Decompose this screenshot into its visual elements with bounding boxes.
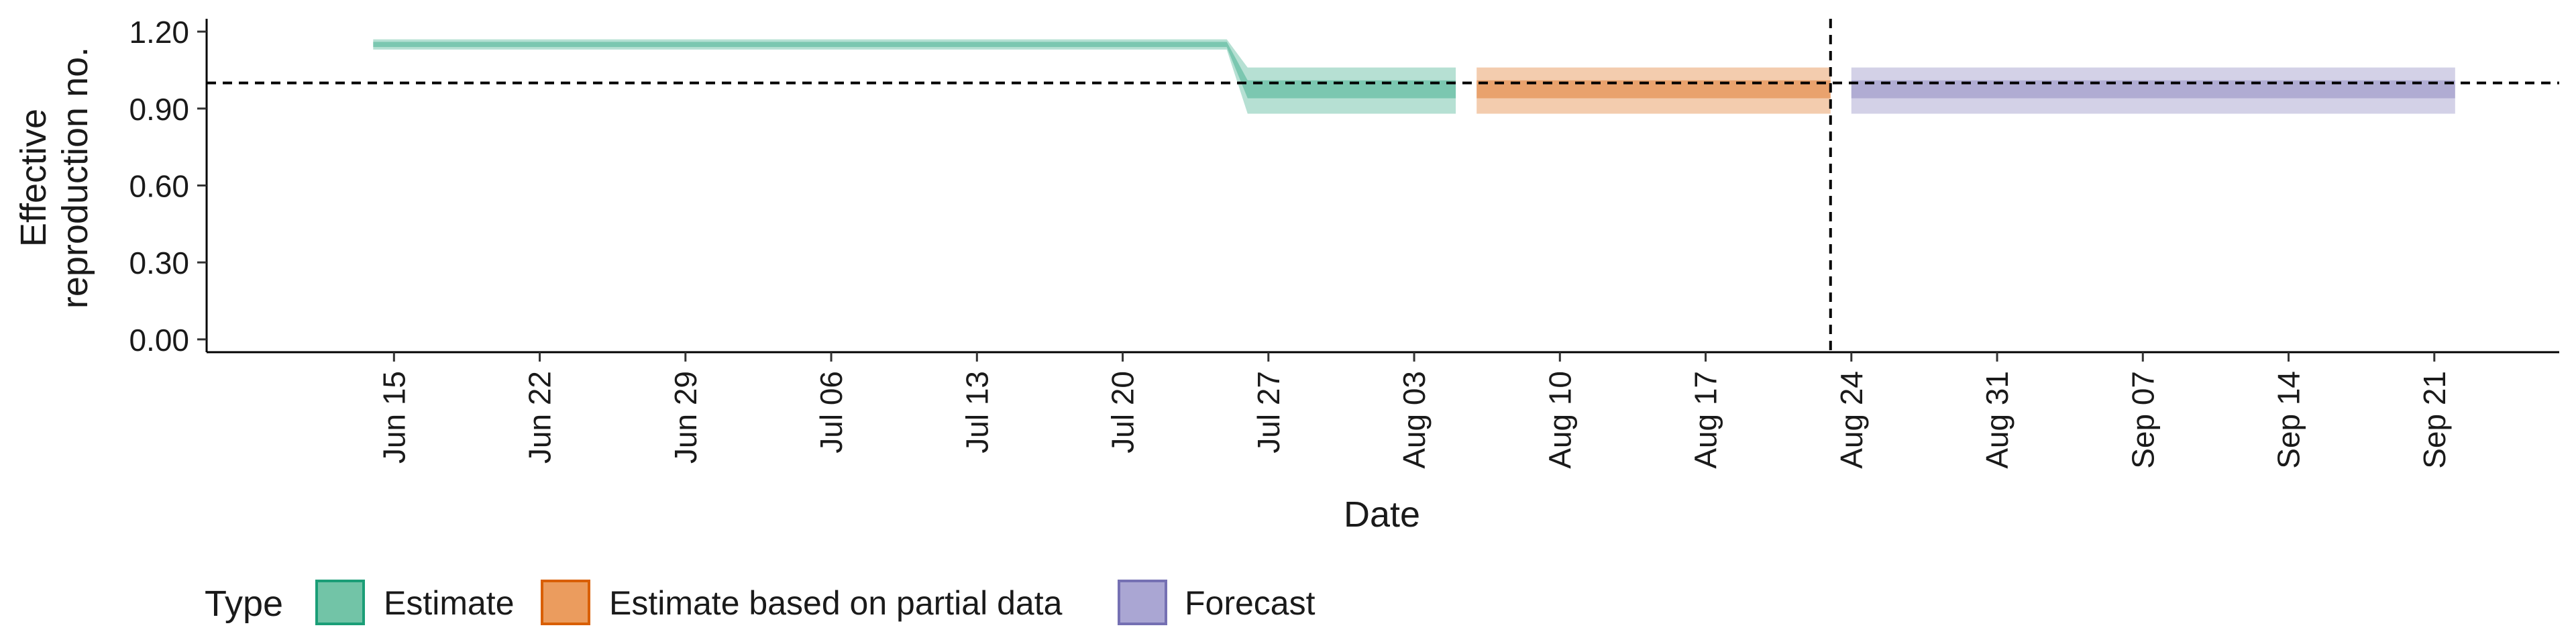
y-tick-label: 0.60 xyxy=(129,169,189,204)
legend-key-estimate xyxy=(315,580,365,625)
x-tick-label: Jun 22 xyxy=(523,371,557,464)
x-tick-label: Sep 21 xyxy=(2417,371,2452,469)
x-tick-label: Sep 14 xyxy=(2271,371,2306,469)
x-tick-label: Jul 06 xyxy=(814,371,849,453)
x-axis-label: Date xyxy=(1344,494,1420,535)
x-tick-label: Aug 03 xyxy=(1397,371,1432,469)
x-tick-label: Aug 24 xyxy=(1834,371,1869,469)
y-axis-label-line-2: reproduction no. xyxy=(55,47,95,309)
band-50-partial xyxy=(1477,80,1831,99)
x-axis-ticks: Jun 15 Jun 22 Jun 29 Jul 06 Jul 13 Jul 20 Jul … xyxy=(376,352,2452,469)
legend: Type Estimate Estimate based on partial … xyxy=(205,580,1316,625)
legend-title: Type xyxy=(205,584,283,624)
band-90-forecast xyxy=(1851,67,2455,114)
band-90-estimate xyxy=(373,39,1456,114)
x-tick-label: Sep 07 xyxy=(2125,371,2160,469)
x-tick-label: Jun 15 xyxy=(376,371,411,464)
y-tick-label: 0.00 xyxy=(129,323,189,358)
band-50-estimate xyxy=(373,42,1456,99)
band-50-forecast xyxy=(1851,80,2455,99)
y-tick-label: 0.30 xyxy=(129,246,189,280)
band-90-partial xyxy=(1477,67,1831,114)
x-tick-label: Aug 17 xyxy=(1688,371,1723,469)
legend-label-partial: Estimate based on partial data xyxy=(609,584,1063,622)
legend-label-estimate: Estimate xyxy=(384,584,515,622)
legend-key-forecast xyxy=(1118,580,1167,625)
x-tick-label: Jun 29 xyxy=(668,371,703,464)
x-tick-label: Jul 13 xyxy=(959,371,994,453)
y-tick-label: 1.20 xyxy=(129,15,189,50)
legend-label-forecast: Forecast xyxy=(1185,584,1316,622)
y-axis-label-line-1: Effective xyxy=(13,109,54,247)
x-tick-label: Jul 20 xyxy=(1106,371,1140,453)
x-tick-label: Jul 27 xyxy=(1251,371,1286,453)
x-tick-label: Aug 10 xyxy=(1542,371,1577,469)
y-axis-ticks: 0.00 0.30 0.60 0.90 1.20 xyxy=(129,15,207,358)
legend-key-partial xyxy=(541,580,590,625)
bands-layer xyxy=(373,39,2455,114)
x-tick-label: Aug 31 xyxy=(1980,371,2015,469)
y-tick-label: 0.90 xyxy=(129,92,189,127)
